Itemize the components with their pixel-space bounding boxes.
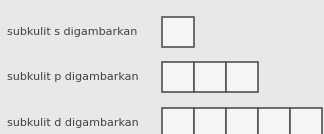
Bar	[162, 62, 194, 92]
Text: subkulit p digambarkan: subkulit p digambarkan	[7, 72, 139, 82]
Bar	[290, 108, 322, 134]
Bar	[162, 17, 194, 47]
Bar	[162, 108, 194, 134]
Text: subkulit s digambarkan: subkulit s digambarkan	[7, 27, 137, 37]
Bar	[194, 62, 226, 92]
Bar	[226, 108, 258, 134]
Text: subkulit d digambarkan: subkulit d digambarkan	[7, 118, 139, 128]
Bar	[194, 108, 226, 134]
Bar	[226, 62, 258, 92]
Bar	[258, 108, 290, 134]
